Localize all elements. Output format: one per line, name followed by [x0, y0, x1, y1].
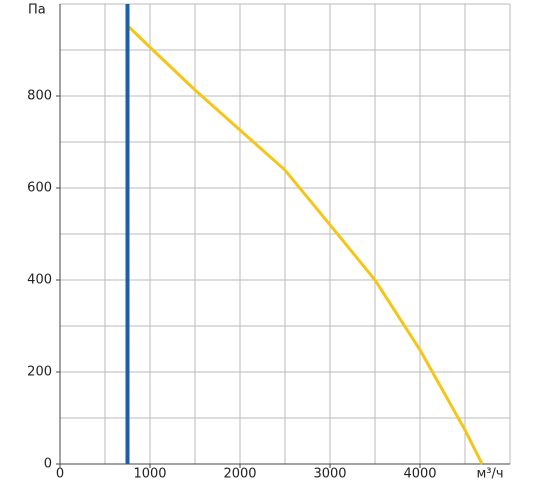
x-tick-label: 2000 [223, 467, 256, 482]
x-tick-label: 0 [56, 467, 64, 482]
x-tick-label: 3000 [313, 467, 346, 482]
x-axis-label: м³/ч [476, 467, 503, 482]
curve [127, 25, 484, 465]
y-tick-label: 600 [27, 181, 52, 196]
y-tick-label: 200 [27, 365, 52, 380]
x-tick-label: 1000 [133, 467, 166, 482]
y-tick-label: 800 [27, 89, 52, 104]
y-tick-label: 0 [44, 457, 52, 472]
y-tick-label: 400 [27, 273, 52, 288]
x-tick-label: 4000 [403, 467, 436, 482]
y-axis-label: Па [28, 3, 46, 18]
